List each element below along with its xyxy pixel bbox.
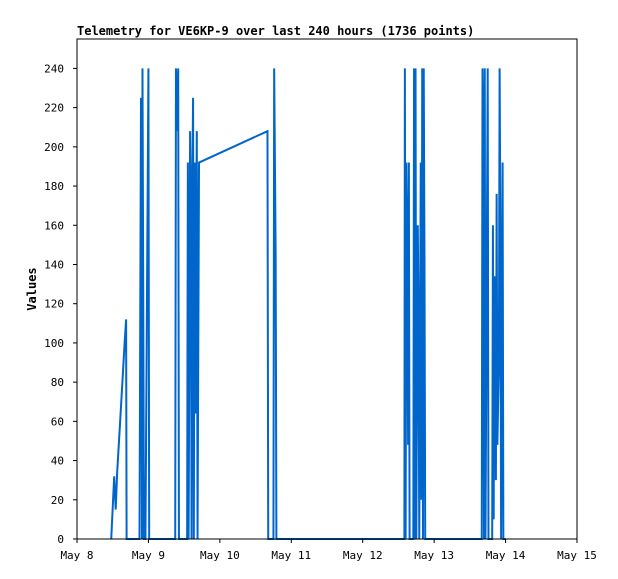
y-tick-label: 60: [51, 415, 64, 428]
y-tick-label: 100: [44, 337, 64, 350]
y-tick-label: 160: [44, 219, 64, 232]
x-axis: May 8 May 9 May 10 May 11 May 12 May 13 May 14…: [60, 539, 597, 562]
y-tick-label: 40: [51, 455, 64, 468]
x-tick-label: May 13: [414, 549, 454, 562]
x-tick-label: May 15: [557, 549, 597, 562]
y-tick-label: 200: [44, 141, 64, 154]
y-tick-label: 0: [57, 533, 64, 546]
y-tick-label: 180: [44, 180, 64, 193]
x-tick-label: May 11: [271, 549, 311, 562]
x-tick-label: May 9: [132, 549, 165, 562]
x-tick-label: May 14: [486, 549, 526, 562]
y-tick-label: 220: [44, 102, 64, 115]
y-tick-label: 140: [44, 258, 64, 271]
x-tick-label: May 10: [200, 549, 240, 562]
y-tick-label: 80: [51, 376, 64, 389]
y-axis-label: Values: [25, 267, 39, 310]
plot-frame: [76, 38, 578, 540]
y-tick-label: 240: [44, 62, 64, 75]
x-tick-label: May 12: [343, 549, 383, 562]
y-tick-label: 20: [51, 494, 64, 507]
x-tick-label: May 8: [60, 549, 93, 562]
y-axis: 0 20 40 60 80 100 120 140 160 180 200 220 240: [44, 62, 77, 546]
y-tick-label: 120: [44, 298, 64, 311]
chart-title: Telemetry for VE6KP-9 over last 240 hour…: [77, 24, 474, 38]
